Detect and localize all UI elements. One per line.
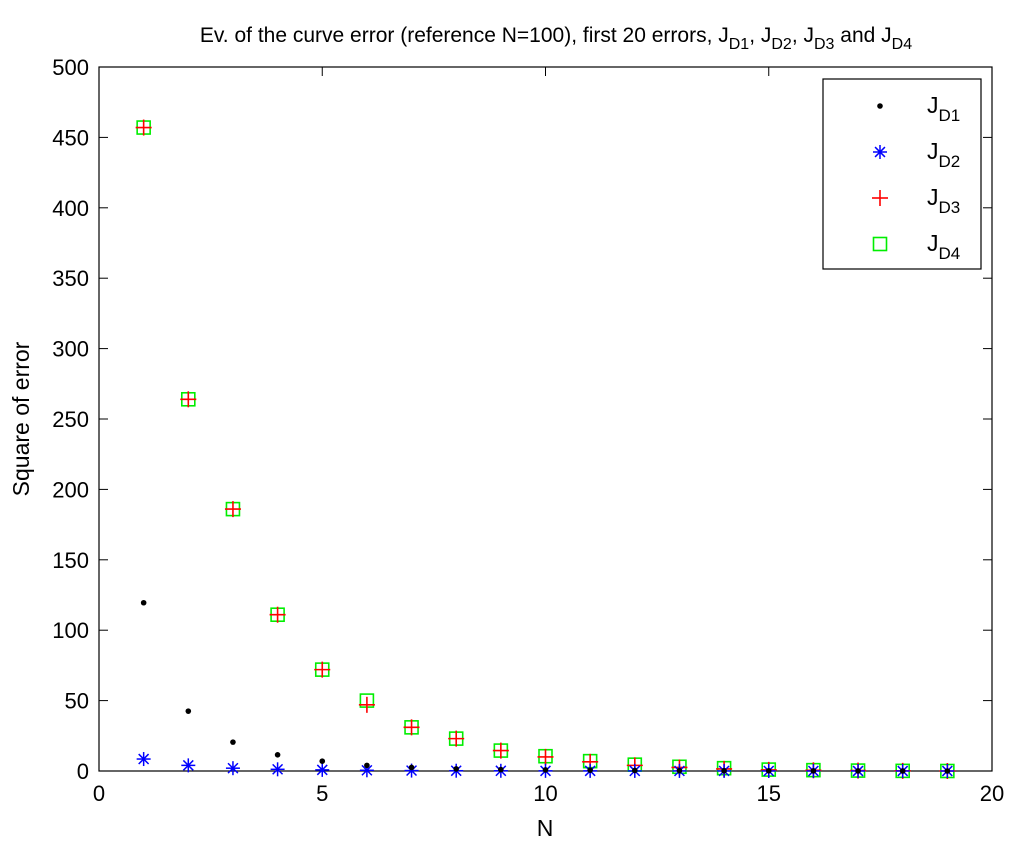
y-tick-label: 0 xyxy=(77,759,89,784)
point-d1 xyxy=(855,768,861,774)
x-tick-label: 0 xyxy=(93,781,105,806)
legend-marker-d1 xyxy=(877,103,883,109)
y-tick-label: 450 xyxy=(52,125,89,150)
legend-entry-d1: JD1 xyxy=(927,92,960,125)
point-d2 xyxy=(225,761,240,776)
point-d3 xyxy=(448,730,465,747)
point-d3 xyxy=(180,391,197,408)
legend-marker-d3 xyxy=(872,190,888,206)
point-d3 xyxy=(314,661,331,678)
point-d1 xyxy=(185,708,192,714)
point-d1 xyxy=(364,762,370,769)
legend-entry-d2: JD2 xyxy=(927,138,960,171)
point-d2 xyxy=(136,752,151,767)
point-d1 xyxy=(542,767,549,773)
point-d2 xyxy=(359,763,374,778)
point-d1 xyxy=(230,739,236,745)
y-tick-label: 250 xyxy=(52,407,89,432)
point-d2 xyxy=(270,762,285,777)
point-d1 xyxy=(721,767,727,774)
point-d1 xyxy=(140,599,147,606)
point-d1 xyxy=(587,767,593,773)
point-d1 xyxy=(498,766,504,773)
legend-marker-d4 xyxy=(872,236,888,252)
y-tick-label: 100 xyxy=(52,618,89,643)
point-d3 xyxy=(135,119,152,136)
x-tick-label: 5 xyxy=(316,781,328,806)
x-axis-label: N xyxy=(537,815,554,841)
legend: JD1 JD2 JD3 JD4 xyxy=(822,78,982,270)
point-d1 xyxy=(899,768,906,774)
point-d3 xyxy=(269,606,286,623)
legend-marker-d2 xyxy=(873,145,887,159)
y-tick-label: 500 xyxy=(52,55,89,80)
point-d1 xyxy=(676,767,683,774)
legend-entry-d4: JD4 xyxy=(927,230,960,263)
point-d3 xyxy=(537,748,554,765)
chart-title: Ev. of the curve error (reference N=100)… xyxy=(200,24,912,53)
point-d2 xyxy=(315,762,330,777)
point-d3 xyxy=(403,719,420,736)
y-tick-label: 350 xyxy=(52,266,89,291)
point-d1 xyxy=(765,767,772,774)
point-d3 xyxy=(492,742,509,759)
legend-entry-d3: JD3 xyxy=(927,184,960,217)
x-tick-label: 10 xyxy=(533,781,557,806)
point-d1 xyxy=(453,766,460,772)
data-points xyxy=(135,119,956,779)
y-tick-label: 400 xyxy=(52,196,89,221)
point-d2 xyxy=(181,758,196,773)
y-axis-label: Square of error xyxy=(8,341,34,496)
x-tick-label: 15 xyxy=(757,781,781,806)
point-d1 xyxy=(944,768,951,774)
point-d1 xyxy=(274,752,281,758)
y-tick-label: 150 xyxy=(52,548,89,573)
point-d1 xyxy=(632,767,638,774)
y-tick-label: 50 xyxy=(65,689,89,714)
point-d3 xyxy=(224,501,241,518)
point-d1 xyxy=(810,768,817,774)
legend-box xyxy=(822,78,982,270)
y-tick-label: 300 xyxy=(52,337,89,362)
y-tick-label: 200 xyxy=(52,477,89,502)
point-d1 xyxy=(408,764,415,771)
point-d1 xyxy=(319,758,326,764)
point-d3 xyxy=(358,696,375,713)
x-tick-label: 20 xyxy=(980,781,1004,806)
